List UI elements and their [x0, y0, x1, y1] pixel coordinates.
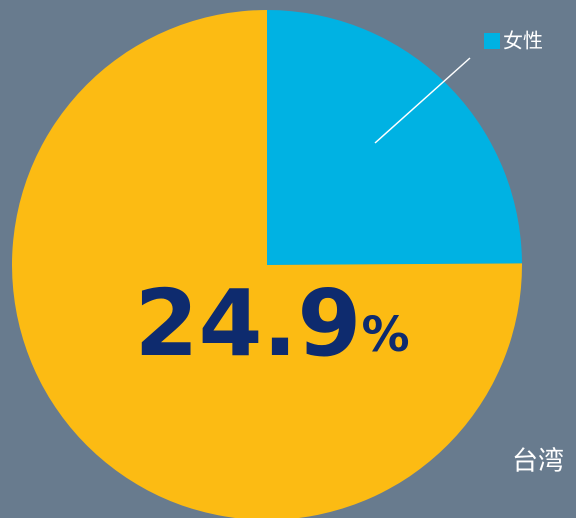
legend-label: 女性 [503, 29, 543, 53]
pie-slice [12, 10, 522, 518]
annotation: 台湾 [512, 447, 564, 477]
pie-slice [267, 10, 522, 265]
legend-marker [484, 33, 500, 49]
pie [12, 10, 522, 518]
leader-line [374, 57, 471, 144]
value-label: 24.9% [134, 270, 409, 377]
